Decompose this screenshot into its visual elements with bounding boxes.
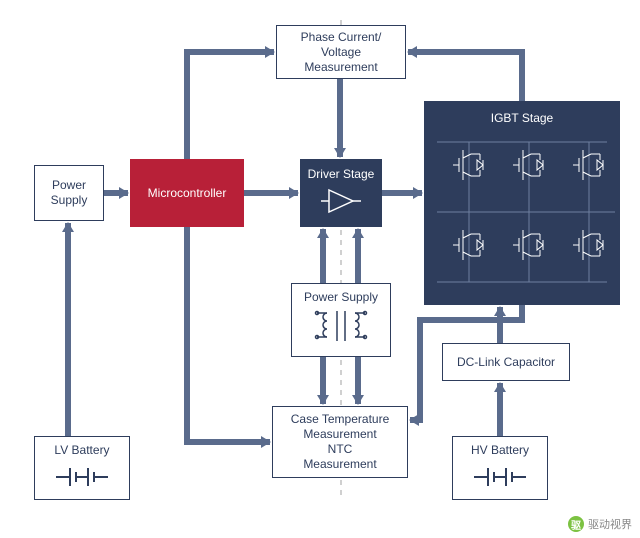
igbt-grid-icon — [429, 132, 615, 292]
dc-link-capacitor-label: DC-Link Capacitor — [457, 355, 555, 370]
case-temp-label: Case TemperatureMeasurementNTCMeasuremen… — [291, 412, 390, 472]
amplifier-icon — [321, 186, 361, 216]
driver-stage-box: Driver Stage — [300, 159, 382, 227]
transformer-icon — [311, 307, 371, 347]
battery-icon — [468, 462, 532, 492]
lv-battery-box: LV Battery — [34, 436, 130, 500]
microcontroller-label: Microcontroller — [148, 186, 227, 201]
watermark-icon: 驱 — [568, 516, 584, 532]
watermark-text: 驱动视界 — [588, 516, 632, 532]
igbt-stage-label: IGBT Stage — [491, 111, 553, 126]
lv-battery-label: LV Battery — [54, 443, 109, 458]
case-temp-box: Case TemperatureMeasurementNTCMeasuremen… — [272, 406, 408, 478]
phase-measurement-label: Phase Current/VoltageMeasurement — [301, 30, 382, 75]
phase-measurement-box: Phase Current/VoltageMeasurement — [276, 25, 406, 79]
hv-battery-box: HV Battery — [452, 436, 548, 500]
power-supply-center-box: Power Supply — [291, 283, 391, 357]
microcontroller-box: Microcontroller — [130, 159, 244, 227]
driver-stage-label: Driver Stage — [308, 167, 375, 182]
igbt-stage-box: IGBT Stage — [424, 101, 620, 305]
watermark: 驱 驱动视界 — [568, 516, 632, 532]
power-supply-left-label: PowerSupply — [51, 178, 88, 208]
dc-link-capacitor-box: DC-Link Capacitor — [442, 343, 570, 381]
battery-icon — [50, 462, 114, 492]
power-supply-center-label: Power Supply — [304, 290, 378, 305]
hv-battery-label: HV Battery — [471, 443, 529, 458]
power-supply-left-box: PowerSupply — [34, 165, 104, 221]
